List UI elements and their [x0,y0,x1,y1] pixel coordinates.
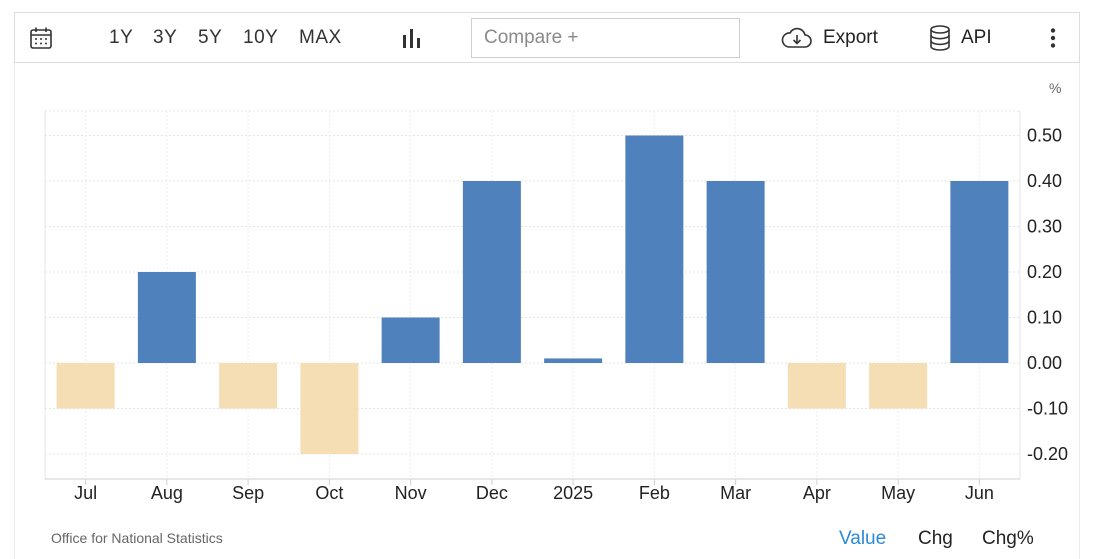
range-5y-button[interactable]: 5Y [198,26,223,48]
bar-sep[interactable] [219,363,278,409]
bar-may[interactable] [869,363,928,409]
x-tick-label: Feb [639,483,670,503]
y-tick-label: 0.50 [1027,126,1062,146]
range-10y-button[interactable]: 10Y [243,26,279,48]
bar-2025[interactable] [544,358,603,363]
database-icon [930,24,950,51]
export-label: Export [823,26,878,48]
x-tick-label: 2025 [553,483,593,503]
bar-oct[interactable] [300,363,359,454]
range-3y-button[interactable]: 3Y [153,26,178,48]
mode-value-button[interactable]: Value [839,528,887,549]
more-vertical-icon [1050,27,1056,48]
x-tick-label: Aug [151,483,183,503]
cloud-download-icon [781,27,812,48]
x-tick-label: Mar [720,483,751,503]
x-tick-label: Sep [232,483,264,503]
y-tick-label: 0.20 [1027,262,1062,282]
source-label: Office for National Statistics [51,530,223,546]
x-tick-label: Oct [315,483,343,503]
x-tick-label: Nov [395,483,427,503]
calendar-button[interactable] [29,13,53,62]
bar-jul[interactable] [56,363,115,409]
y-tick-label: 0.30 [1027,217,1062,237]
x-tick-label: May [881,483,915,503]
bar-chart-icon [403,28,420,48]
x-tick-label: Jun [965,483,994,503]
chart-panel [14,63,1080,559]
bar-apr[interactable] [787,363,846,409]
bar-jun[interactable] [950,181,1009,363]
mode-chg-button[interactable]: Chg [918,528,953,549]
compare-input[interactable] [471,18,740,58]
y-tick-label: 0.10 [1027,308,1062,328]
y-tick-label: 0.00 [1027,353,1062,373]
y-tick-label: -0.20 [1027,444,1068,464]
bar-mar[interactable] [706,181,765,363]
mode-chg-percent-button[interactable]: Chg% [982,528,1034,549]
calendar-icon [30,27,52,49]
chart-toolbar: 1Y 3Y 5Y 10Y MAX Export API [14,12,1080,63]
api-label: API [961,26,992,48]
x-tick-label: Apr [803,483,831,503]
chart-type-button[interactable] [401,13,423,62]
bar-chart: 0.50 0.40 0.30 0.20 0.10 0.00 -0.10 -0.20% Jul Au… [44,80,1068,503]
x-tick-label: Dec [476,483,508,503]
export-button[interactable]: Export [781,13,878,62]
bar-dec[interactable] [462,181,521,363]
bar-aug[interactable] [137,272,196,363]
api-button[interactable]: API [929,13,992,62]
more-options-button[interactable] [1049,13,1057,62]
y-unit-label: % [1049,80,1061,96]
y-tick-label: -0.10 [1027,399,1068,419]
range-1y-button[interactable]: 1Y [109,26,134,48]
bar-feb[interactable] [625,135,684,364]
range-max-button[interactable]: MAX [299,26,342,48]
y-tick-label: 0.40 [1027,171,1062,191]
x-tick-label: Jul [74,483,97,503]
bar-nov[interactable] [381,317,440,364]
